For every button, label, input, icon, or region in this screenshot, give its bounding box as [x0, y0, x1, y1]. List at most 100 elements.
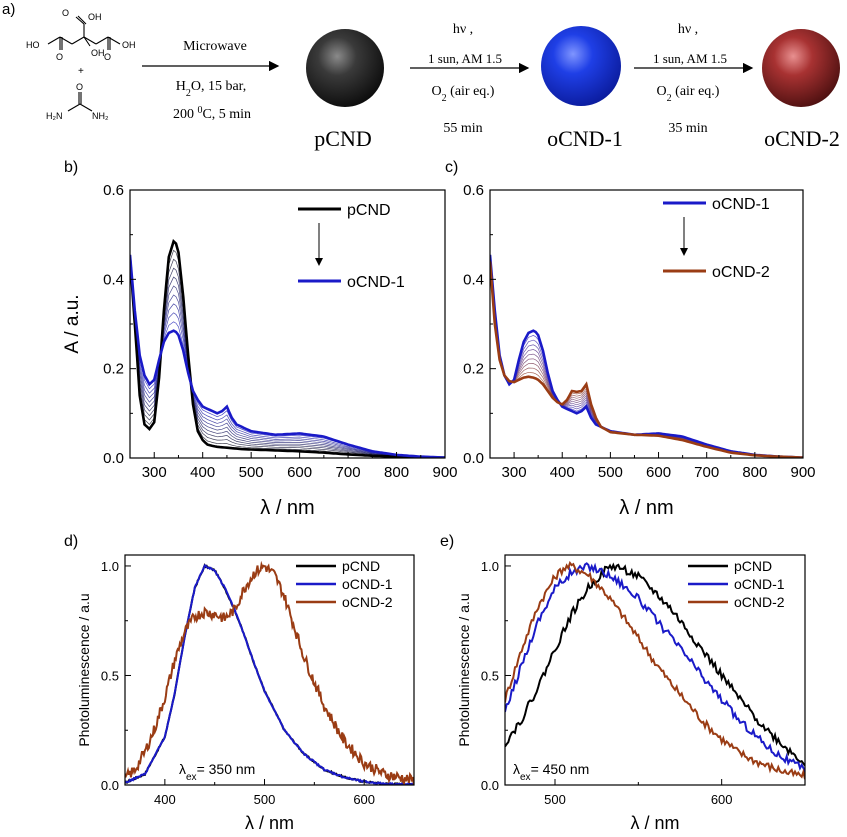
series-line-ocnd-1 [505, 562, 805, 773]
plot-frame [504, 554, 806, 786]
atom-label: O [76, 82, 83, 92]
intermediate-spectrum-line [490, 256, 803, 458]
plot-frame [129, 189, 446, 459]
x-tick-label: 900 [790, 464, 815, 481]
series-line-ocnd-2 [505, 560, 805, 780]
svg-text:O2 (air eq.): O2 (air eq.) [432, 84, 495, 104]
plot-area [125, 560, 414, 785]
photoluminescence-chart-d: d) 400 500 600 0.0 0.5 1.0 λ / nm Photoluminesce… [64, 533, 415, 833]
svg-text:H2O, 15 bar,: H2O, 15 bar, [176, 79, 247, 99]
x-tick-label: 300 [142, 464, 167, 481]
series-line-ocnd-2 [490, 261, 803, 458]
legend-label: oCND-1 [347, 274, 405, 291]
panel-label-a: a) [2, 1, 15, 18]
series-line-pcnd [130, 239, 445, 458]
x-tick-label: 600 [287, 464, 312, 481]
intermediate-spectrum-line [490, 259, 803, 458]
x-axis-label: λ / nm [630, 813, 679, 833]
y-tick-label: 1.0 [481, 559, 499, 574]
annotation-value: = 450 nm [531, 761, 590, 777]
reaction-scheme: a) OH O HO O OH O OH + [2, 1, 840, 151]
citric-acid-structure [47, 15, 121, 50]
excitation-annotation: λex= 450 nm [513, 761, 589, 783]
panel-label-e: e) [440, 533, 454, 550]
excitation-annotation: λex= 350 nm [179, 761, 255, 783]
product-label-ocnd2: oCND-2 [764, 126, 840, 151]
y-tick-label: 0.5 [481, 668, 499, 683]
svg-text:200 0C, 5 min: 200 0C, 5 min [173, 105, 251, 123]
series-line-pcnd [505, 562, 805, 767]
plot-frame [489, 189, 804, 459]
legend-label: pCND [342, 558, 380, 574]
annotation-subscript: ex [186, 772, 197, 783]
x-tick-label: 800 [384, 464, 409, 481]
intermediate-spectrum-line [490, 257, 803, 458]
legend-label: oCND-2 [734, 594, 785, 610]
legend-label: oCND-1 [342, 576, 393, 592]
product-label-pcnd: pCND [314, 126, 371, 151]
intermediate-spectrum-line [490, 260, 803, 458]
atom-label: H₂N [46, 111, 63, 121]
plot-area [505, 560, 805, 780]
y-tick-label: 0.4 [103, 271, 124, 288]
atom-label: O [104, 52, 111, 62]
pcnd-sphere [306, 29, 384, 107]
legend-label: pCND [734, 558, 772, 574]
y-axis-label: Photoluminescence / a.u [456, 593, 472, 746]
series-line-ocnd-1 [125, 564, 414, 785]
svg-text:55 min: 55 min [443, 121, 482, 136]
intermediate-spectrum-line [490, 258, 803, 458]
x-tick-label: 500 [598, 464, 623, 481]
panel-label-c: c) [445, 159, 458, 176]
x-tick-label: 700 [336, 464, 361, 481]
annotation-symbol: λ [179, 761, 186, 777]
x-tick-label: 900 [432, 464, 457, 481]
atom-label: OH [91, 48, 105, 58]
reaction-arrow-1: Microwave H2O, 15 bar, 200 0C, 5 min [142, 39, 280, 123]
y-axis-label: Photoluminescence / a.u [76, 593, 92, 746]
x-tick-label: 400 [154, 792, 176, 807]
legend-label: oCND-1 [712, 196, 770, 213]
svg-text:O2 (air eq.): O2 (air eq.) [657, 84, 720, 104]
series-line-ocnd-1 [130, 254, 445, 458]
y-tick-label: 0.0 [481, 778, 499, 793]
x-tick-label: 500 [544, 792, 566, 807]
ocnd2-sphere [762, 29, 840, 107]
x-tick-label: 500 [254, 792, 276, 807]
svg-text:hν ,: hν , [678, 22, 698, 37]
legend-label: pCND [347, 202, 391, 219]
y-tick-label: 0.5 [101, 668, 119, 683]
y-tick-label: 1.0 [101, 559, 119, 574]
atom-label: O [56, 52, 63, 62]
legend-label: oCND-2 [342, 594, 393, 610]
plus-sign: + [78, 66, 84, 77]
y-tick-label: 0.0 [101, 778, 119, 793]
x-tick-label: 400 [550, 464, 575, 481]
x-axis-label: λ / nm [619, 497, 673, 519]
absorbance-chart-b: b) 300 400 500 600 700 800 900 0.0 0.2 0.4 0.6 λ / n… [62, 159, 458, 519]
plot-area [490, 254, 803, 458]
x-tick-label: 400 [190, 464, 215, 481]
product-label-ocnd1: oCND-1 [547, 126, 623, 151]
atom-label: NH₂ [92, 111, 109, 121]
reaction-arrow-3: hν , 1 sun, AM 1.5 O2 (air eq.) 35 min [634, 22, 754, 136]
x-tick-label: 600 [353, 792, 375, 807]
panel-label-d: d) [64, 533, 78, 550]
panel-label-b: b) [64, 159, 78, 176]
annotation-subscript: ex [520, 772, 531, 783]
x-axis-label: λ / nm [260, 497, 314, 519]
series-line-ocnd-2 [125, 560, 414, 785]
svg-text:1 sun, AM 1.5: 1 sun, AM 1.5 [428, 51, 502, 66]
x-tick-label: 300 [502, 464, 527, 481]
x-tick-label: 800 [742, 464, 767, 481]
y-axis-label: A / a.u. [62, 294, 83, 353]
y-tick-label: 0.6 [463, 182, 484, 199]
y-tick-label: 0.0 [463, 450, 484, 467]
x-tick-label: 500 [239, 464, 264, 481]
atom-label: OH [122, 40, 136, 50]
svg-text:hν ,: hν , [453, 22, 473, 37]
y-tick-label: 0.2 [103, 361, 124, 378]
atom-label: HO [26, 40, 40, 50]
atom-label: O [62, 8, 69, 18]
